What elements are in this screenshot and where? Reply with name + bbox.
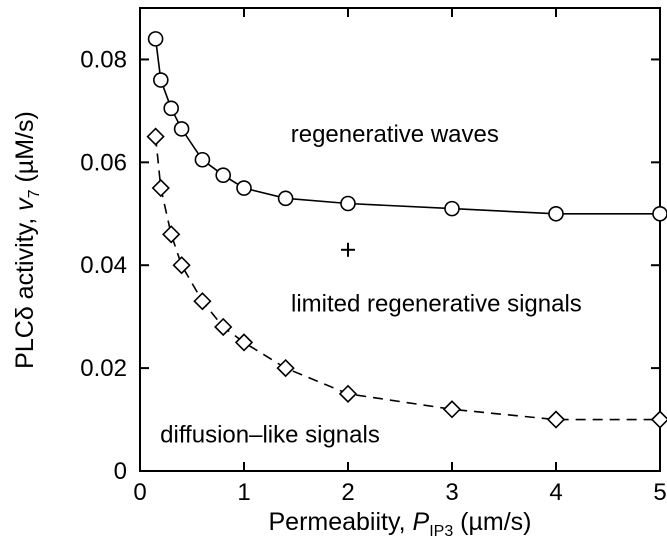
circle-point xyxy=(340,195,356,212)
x-tick-label: 3 xyxy=(445,479,458,506)
region-label: diffusion–like signals xyxy=(160,422,380,449)
annotation-layer: regenerative waves limited regenerative s… xyxy=(160,121,582,449)
y-axis-title-main: PLCδ activity, xyxy=(11,211,39,369)
diamond-point xyxy=(162,225,181,244)
plot-frame xyxy=(139,7,661,472)
diamond-point xyxy=(214,317,233,337)
x-axis-title-sub: IP3 xyxy=(429,523,453,540)
circle-point xyxy=(444,200,460,217)
diamond-point xyxy=(442,400,462,419)
diamond-point xyxy=(151,178,170,198)
x-tick-label: 5 xyxy=(653,479,666,506)
y-axis-title-sub: 7 xyxy=(26,189,43,198)
circle-point xyxy=(153,72,169,88)
x-tick-label: 4 xyxy=(549,479,562,506)
y-tick-label: 0 xyxy=(114,458,127,485)
diamond-point xyxy=(338,384,358,403)
diamond-point xyxy=(546,410,566,429)
y-axis-title-var: v xyxy=(11,197,39,211)
x-tick-label: 1 xyxy=(237,479,250,506)
diamond-point xyxy=(172,256,191,275)
series-line-2 xyxy=(154,136,660,421)
circle-point xyxy=(277,190,294,207)
circle-point xyxy=(548,205,564,222)
circle-point xyxy=(215,167,231,183)
y-tick-label: 0.06 xyxy=(80,149,127,176)
y-tick-label: 0.02 xyxy=(80,355,127,382)
x-axis-title-unit: (µm/s) xyxy=(453,508,531,536)
circle-point xyxy=(147,31,164,47)
circle-point xyxy=(163,100,179,117)
x-axis-title: Permeabiity, PIP3 (µm/s) xyxy=(268,508,531,540)
x-axis-title-main: Permeabiity, xyxy=(268,508,412,536)
circle-point xyxy=(236,180,252,196)
circle-point xyxy=(173,121,190,137)
region-label: regenerative waves xyxy=(291,121,499,148)
y-axis-title-unit: (µM/s) xyxy=(11,111,39,189)
x-tick-label: 0 xyxy=(133,479,146,506)
region-label: limited regenerative signals xyxy=(291,291,582,318)
axis-ticks: 0 1 2 3 4 5 0 0.02 0.04 0.06 0.08 xyxy=(80,8,667,506)
series-layer xyxy=(146,31,667,429)
x-tick-label: 2 xyxy=(341,479,354,506)
y-tick-label: 0.08 xyxy=(80,46,127,73)
x-axis-title-var: P xyxy=(413,508,430,536)
diamond-point xyxy=(650,410,667,429)
circle-point xyxy=(194,151,211,168)
y-tick-label: 0.04 xyxy=(80,252,127,279)
diamond-point xyxy=(234,333,254,352)
diamond-point xyxy=(146,127,165,146)
circle-point xyxy=(652,205,667,222)
diamond-point xyxy=(276,358,295,378)
y-axis-title: PLCδ activity, v7 (µM/s) xyxy=(11,111,43,369)
diamond-point xyxy=(193,292,212,311)
plus-marker xyxy=(341,242,355,257)
